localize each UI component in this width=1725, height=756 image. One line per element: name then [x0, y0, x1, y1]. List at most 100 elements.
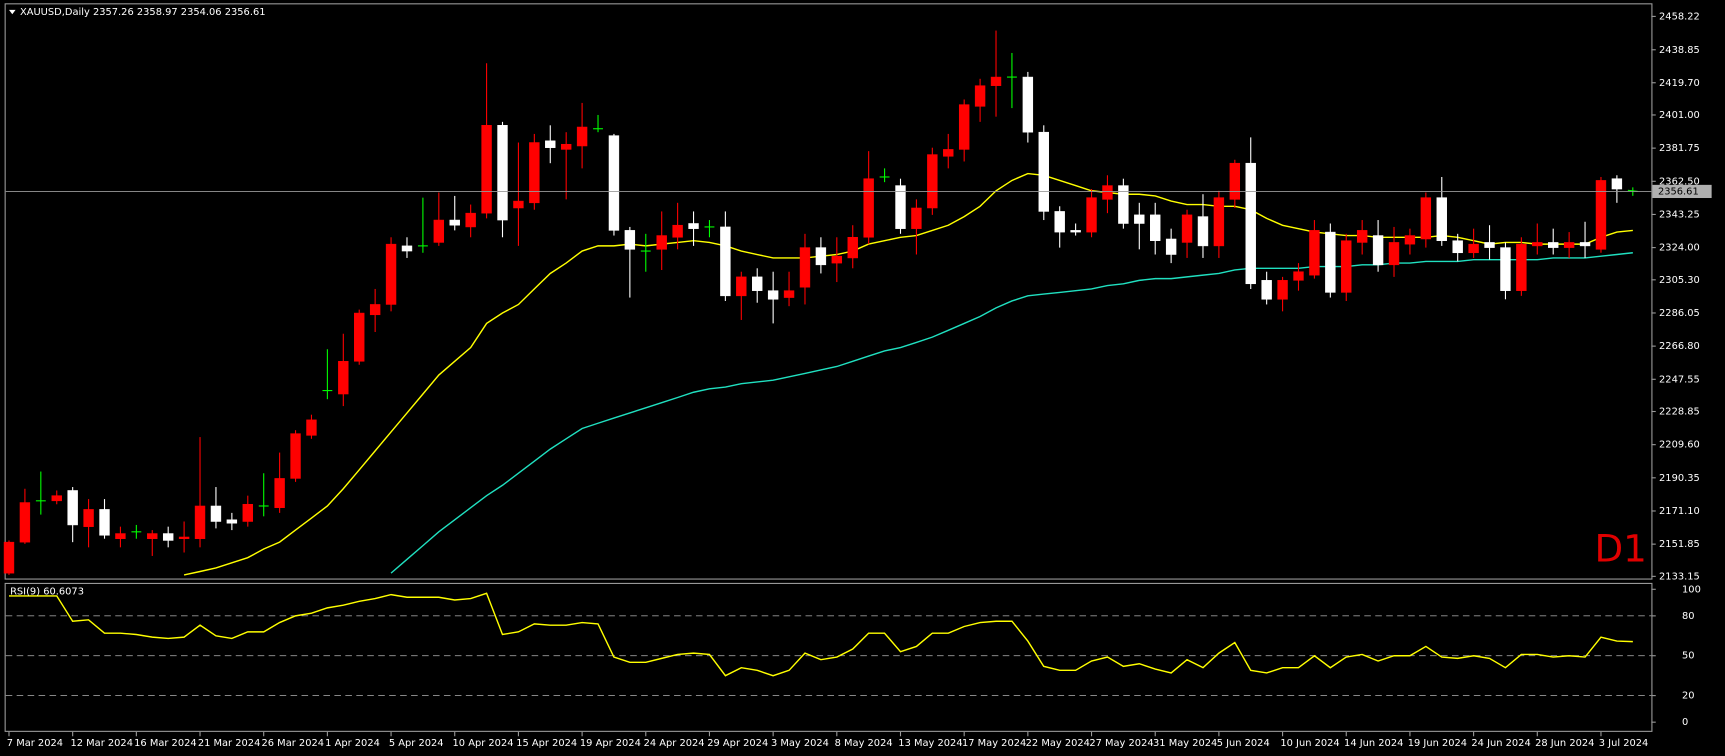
candle-body [1579, 242, 1591, 247]
y-tick-label: 2458.22 [1659, 11, 1700, 22]
candle-body [401, 245, 413, 252]
x-tick-label: 31 May 2024 [1153, 738, 1217, 749]
candle-body [290, 433, 301, 479]
candle-body [1500, 247, 1511, 291]
candle-body [1086, 197, 1097, 233]
x-tick-label: 29 Apr 2024 [707, 738, 768, 749]
candle-body [83, 509, 94, 527]
candle-body [1181, 214, 1193, 243]
candle-body [990, 76, 1002, 86]
x-tick-label: 10 Apr 2024 [453, 738, 514, 749]
candle-body [752, 276, 763, 291]
y-tick-label: 0 [1682, 717, 1688, 728]
candle-body [1150, 214, 1161, 241]
x-tick-label: 28 Jun 2024 [1535, 738, 1594, 749]
y-tick-label: 2209.60 [1659, 440, 1700, 451]
x-tick-label: 24 Jun 2024 [1471, 738, 1530, 749]
candle-body [194, 505, 206, 539]
candle-body [67, 490, 78, 526]
candle-body [99, 509, 110, 536]
y-tick-label: 2266.80 [1659, 341, 1700, 352]
candle-body [433, 219, 445, 243]
candle-body [958, 104, 970, 150]
candle-body [1436, 197, 1447, 241]
candle-body [1165, 238, 1177, 255]
x-tick-label: 26 Mar 2024 [262, 738, 325, 749]
y-tick-label: 2324.00 [1659, 243, 1700, 254]
moving-average [183, 172, 1633, 576]
candle-body [560, 143, 572, 150]
candle-body [1420, 197, 1432, 240]
candle-body [465, 212, 476, 228]
x-tick-label: 3 May 2024 [771, 738, 829, 749]
y-tick-label: 2151.85 [1659, 539, 1700, 550]
candle-body [815, 247, 827, 266]
candle-body [1388, 242, 1400, 266]
y-tick-label: 100 [1682, 584, 1701, 595]
candle-body [338, 361, 349, 395]
candle-body [656, 235, 667, 250]
y-tick-label: 80 [1682, 611, 1695, 622]
x-tick-label: 3 Jul 2024 [1599, 738, 1649, 749]
y-tick-label: 2381.75 [1659, 143, 1700, 154]
candle-body [481, 125, 492, 214]
candle-body [1277, 280, 1288, 300]
candle-body [1484, 242, 1495, 248]
candle-body [274, 478, 285, 508]
x-tick-label: 12 Mar 2024 [70, 738, 133, 749]
x-tick-label: 15 Apr 2024 [516, 738, 577, 749]
x-tick-label: 13 May 2024 [898, 738, 962, 749]
x-tick-label: 19 Jun 2024 [1408, 738, 1467, 749]
candle-body [783, 290, 795, 298]
candle-body [1548, 242, 1559, 248]
x-tick-label: 8 May 2024 [835, 738, 893, 749]
candle-body [1516, 243, 1527, 291]
candle-body [19, 502, 31, 543]
x-tick-label: 19 Apr 2024 [580, 738, 641, 749]
x-tick-label: 21 Mar 2024 [198, 738, 261, 749]
candle-body [1245, 162, 1256, 285]
candle-body [1022, 76, 1034, 133]
candle-body [1563, 242, 1575, 248]
candle-body [529, 142, 540, 204]
y-tick-label: 2286.05 [1659, 308, 1700, 319]
candle-body [242, 503, 253, 522]
candle-body [1468, 243, 1479, 254]
y-tick-label: 2343.25 [1659, 209, 1700, 220]
y-tick-label: 2305.30 [1659, 275, 1700, 286]
candle-body [767, 290, 779, 300]
candle-body [1038, 131, 1049, 212]
candle-body [608, 135, 620, 231]
candle-body [895, 185, 906, 229]
x-tick-label: 24 Apr 2024 [644, 738, 705, 749]
candle-body [1070, 230, 1081, 233]
candle-body [513, 200, 524, 209]
y-tick-label: 2133.15 [1659, 571, 1700, 582]
y-tick-label: 2362.50 [1659, 176, 1700, 187]
x-tick-label: 10 Jun 2024 [1280, 738, 1339, 749]
x-tick-label: 5 Apr 2024 [389, 738, 444, 749]
y-tick-label: 2419.70 [1659, 78, 1700, 89]
candle-body [1261, 280, 1272, 300]
y-tick-label: 2171.10 [1659, 506, 1700, 517]
candle-body [178, 536, 190, 539]
candle-body [1293, 271, 1304, 281]
rsi-frame [4, 582, 1653, 732]
y-tick-label: 2401.00 [1659, 110, 1700, 121]
x-tick-label: 16 Mar 2024 [134, 738, 197, 749]
candle-body [1309, 230, 1320, 276]
y-tick-label: 2190.35 [1659, 473, 1700, 484]
candle-body [943, 149, 954, 157]
x-tick-label: 27 May 2024 [1089, 738, 1153, 749]
candle-body [1595, 180, 1607, 250]
y-tick-label: 2247.55 [1659, 374, 1700, 385]
candle-body [1054, 211, 1065, 233]
x-tick-label: 5 Jun 2024 [1217, 738, 1270, 749]
candle-body [863, 178, 874, 238]
candle-body [927, 154, 938, 209]
candle-body [576, 126, 588, 147]
candle-body [831, 255, 843, 264]
candle-body [385, 243, 397, 305]
candle-body [688, 223, 699, 229]
